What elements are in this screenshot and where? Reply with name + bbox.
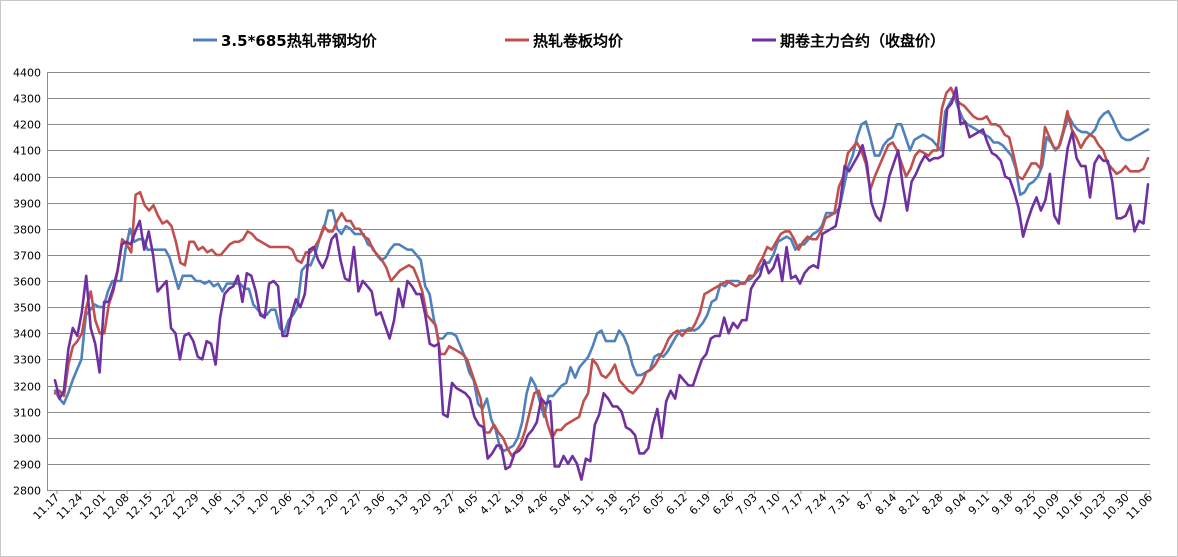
y-tick-label: 2800 bbox=[13, 485, 41, 498]
y-tick-label: 4400 bbox=[13, 67, 41, 80]
y-tick-label: 3700 bbox=[13, 250, 41, 263]
y-tick-label: 3000 bbox=[13, 433, 41, 446]
y-tick-label: 3900 bbox=[13, 198, 41, 211]
y-tick-label: 3600 bbox=[13, 276, 41, 289]
y-tick-label: 2900 bbox=[13, 459, 41, 472]
y-tick-label: 3400 bbox=[13, 328, 41, 341]
y-tick-label: 4000 bbox=[13, 172, 41, 185]
series-line-3 bbox=[53, 86, 1150, 481]
y-tick-label: 4200 bbox=[13, 119, 41, 132]
y-tick-label: 3200 bbox=[13, 381, 41, 394]
legend: 3.5*685热轧带钢均价 热轧卷板均价 期卷主力合约（收盘价） bbox=[193, 32, 945, 50]
legend-label-1: 3.5*685热轧带钢均价 bbox=[221, 32, 378, 50]
series-lines bbox=[53, 86, 1150, 481]
legend-label-2: 热轧卷板均价 bbox=[533, 32, 624, 50]
y-tick-label: 3300 bbox=[13, 354, 41, 367]
series-line-2 bbox=[53, 86, 1150, 458]
y-tick-label: 3500 bbox=[13, 302, 41, 315]
y-tick-label: 4300 bbox=[13, 93, 41, 106]
y-axis-tick-labels: 2800 2900 3000 3100 3200 3300 3400 3500 3600 3700… bbox=[13, 67, 41, 498]
gridlines bbox=[47, 72, 1150, 491]
legend-label-3: 期卷主力合约（收盘价） bbox=[780, 32, 945, 50]
y-tick-label: 3800 bbox=[13, 224, 41, 237]
y-tick-label: 3100 bbox=[13, 407, 41, 420]
y-tick-label: 4100 bbox=[13, 145, 41, 158]
